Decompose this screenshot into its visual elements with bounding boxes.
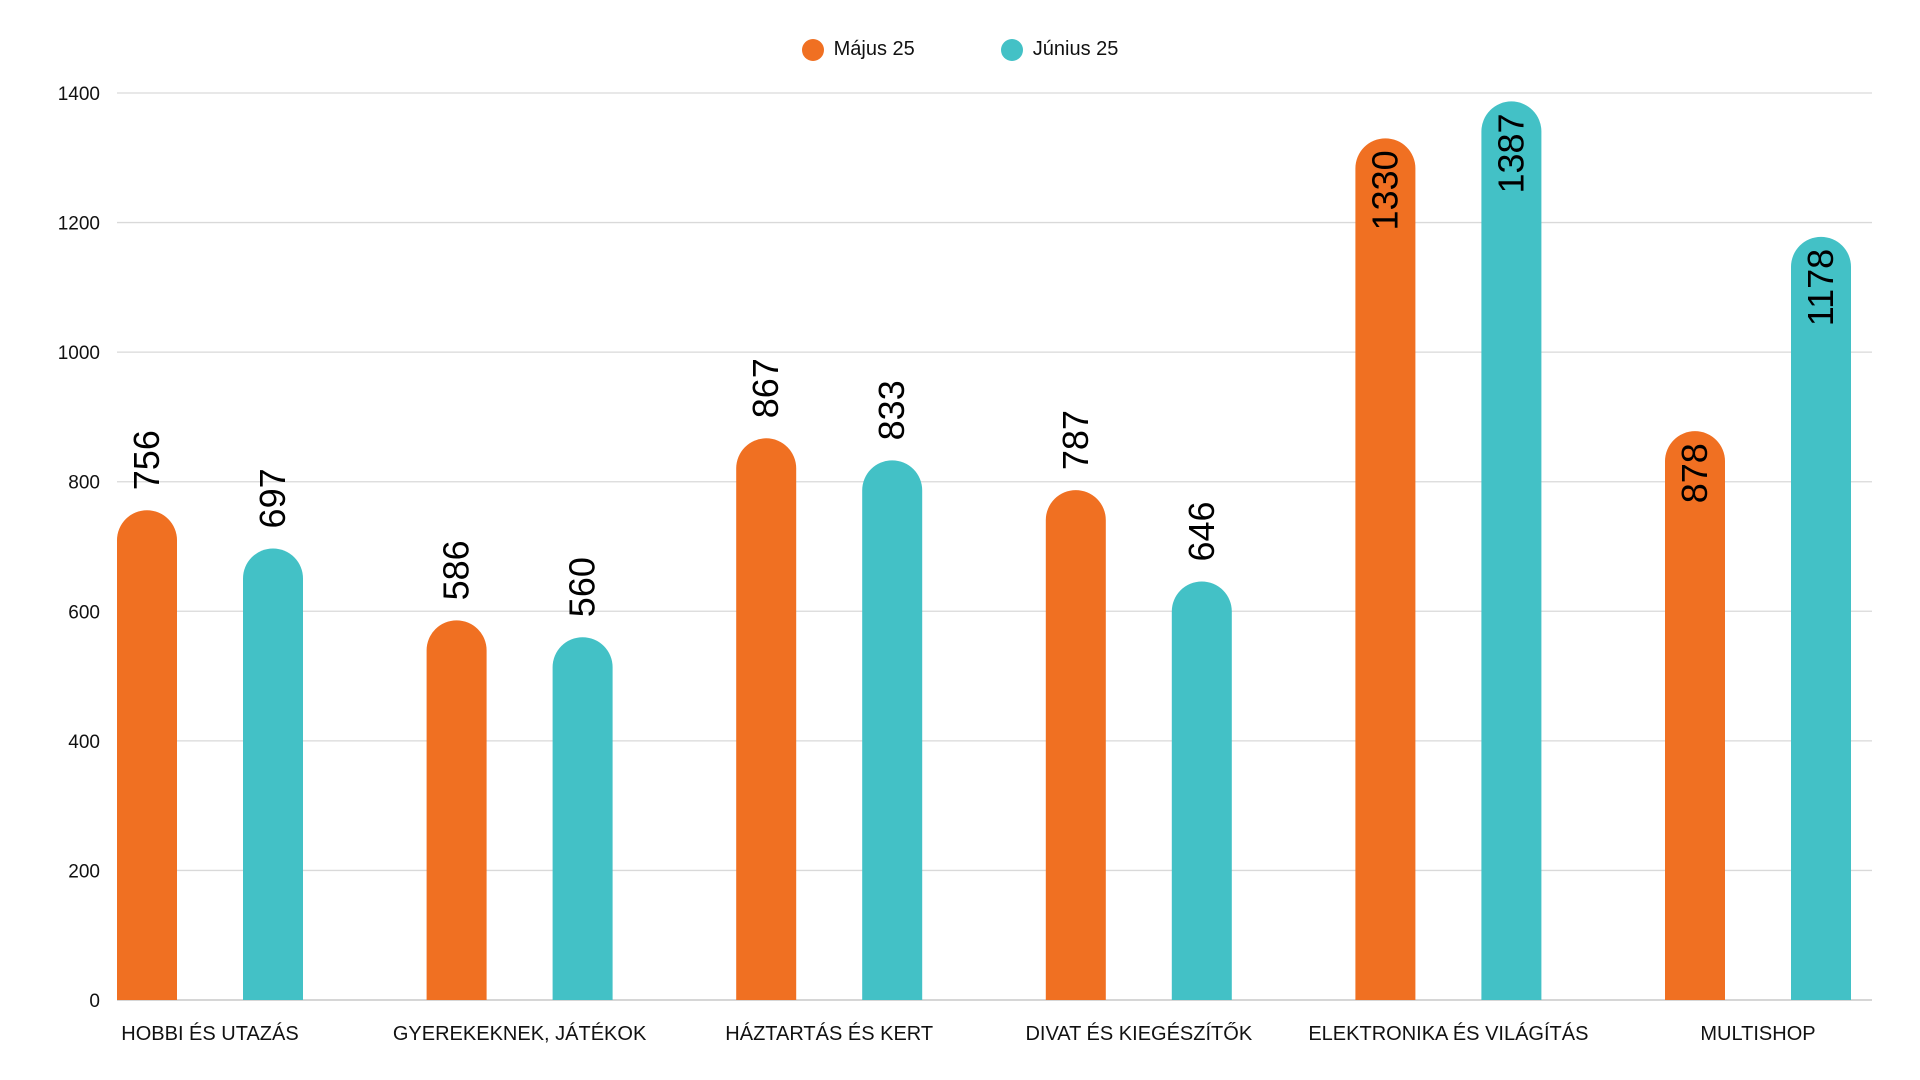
bar-junius[interactable] — [1171, 581, 1232, 1000]
x-tick-label: DIVAT ÉS KIEGÉSZÍTŐK — [1025, 1022, 1252, 1045]
bar-junius[interactable] — [1791, 236, 1851, 1001]
bar-majus[interactable] — [426, 620, 487, 1000]
data-label: 586 — [436, 540, 477, 600]
data-label: 1330 — [1364, 150, 1405, 230]
data-label: 756 — [126, 430, 167, 490]
legend-label-junius: Június 25 — [1032, 38, 1119, 60]
x-tick-label: MULTISHOP — [1700, 1023, 1815, 1045]
y-tick-label: 600 — [68, 602, 100, 623]
data-label: 833 — [871, 380, 912, 440]
y-tick-label: 200 — [68, 861, 100, 882]
bar-junius[interactable] — [243, 548, 303, 1000]
legend: Május 25 Június 25 — [0, 38, 1920, 61]
data-label: 560 — [562, 557, 603, 617]
bar-majus[interactable] — [1045, 490, 1106, 1000]
data-label: 646 — [1181, 501, 1222, 561]
x-tick-label: GYEREKEKNEK, JÁTÉKOK — [393, 1022, 647, 1045]
legend-swatch-majus — [801, 38, 824, 61]
data-label: 787 — [1055, 410, 1096, 470]
bar-junius[interactable] — [552, 637, 613, 1000]
data-label: 1387 — [1490, 113, 1531, 193]
bar-majus[interactable] — [1355, 138, 1416, 1000]
bar-junius[interactable] — [1481, 101, 1542, 1000]
y-tick-label: 400 — [68, 732, 100, 753]
data-label: 867 — [745, 358, 786, 418]
data-label: 1178 — [1800, 249, 1841, 326]
y-tick-label: 1400 — [58, 84, 100, 105]
y-tick-label: 800 — [68, 473, 100, 494]
data-label: 697 — [252, 468, 293, 528]
y-tick-label: 0 — [89, 991, 100, 1012]
legend-item-majus[interactable]: Május 25 — [801, 38, 915, 61]
x-tick-label: HOBBI ÉS UTAZÁS — [121, 1022, 298, 1045]
data-label: 878 — [1674, 443, 1715, 503]
x-tick-label: ELEKTRONIKA ÉS VILÁGÍTÁS — [1308, 1022, 1588, 1045]
legend-item-junius[interactable]: Június 25 — [1000, 38, 1119, 61]
x-tick-label: HÁZTARTÁS ÉS KERT — [725, 1022, 933, 1045]
y-tick-label: 1000 — [58, 343, 100, 364]
bar-majus[interactable] — [1665, 431, 1725, 1000]
bar-majus[interactable] — [117, 510, 177, 1000]
bar-majus[interactable] — [736, 438, 797, 1001]
legend-swatch-junius — [1000, 38, 1023, 61]
y-tick-label: 1200 — [58, 214, 100, 235]
bar-junius[interactable] — [862, 460, 923, 1000]
legend-label-majus: Május 25 — [833, 38, 915, 60]
